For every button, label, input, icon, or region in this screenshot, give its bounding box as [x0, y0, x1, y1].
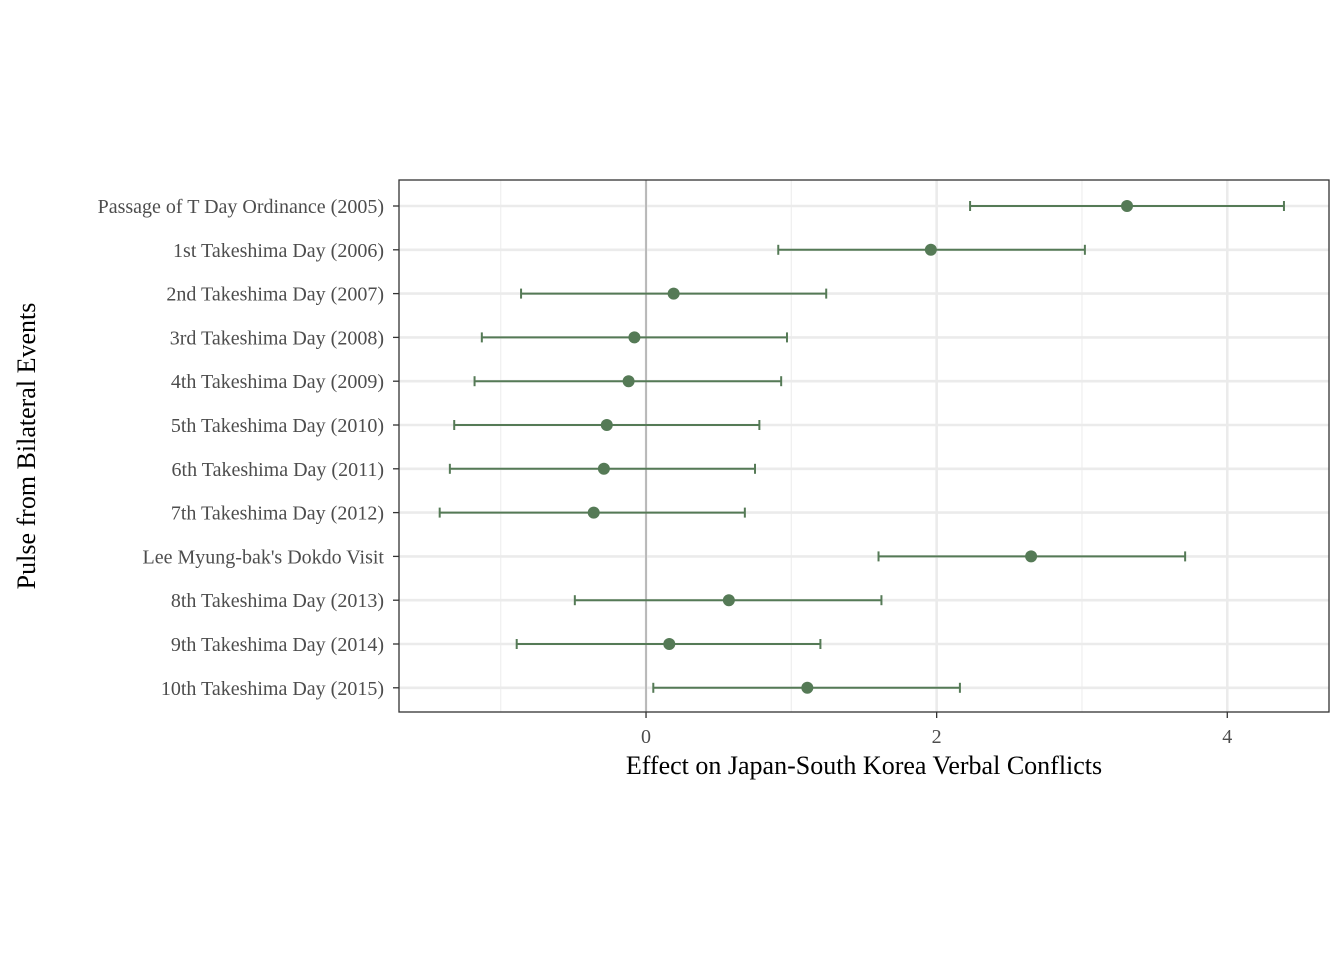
y-axis: Passage of T Day Ordinance (2005) 1st Tak… [98, 196, 399, 700]
y-tick-label: 4th Takeshima Day (2009) [171, 371, 384, 393]
y-tick-label: 8th Takeshima Day (2013) [171, 590, 384, 612]
y-tick-label: 5th Takeshima Day (2010) [171, 415, 384, 437]
plot-panel-border [398, 179, 1330, 713]
point-estimate [628, 331, 641, 344]
x-axis: 0 2 4 [641, 712, 1232, 748]
point-estimate [587, 506, 600, 519]
y-tick-label: 1st Takeshima Day (2006) [173, 240, 384, 262]
point-estimate [801, 681, 814, 694]
y-tick-label: 3rd Takeshima Day (2008) [170, 327, 384, 349]
point-estimate [622, 375, 635, 388]
y-tick-label: 6th Takeshima Day (2011) [172, 459, 384, 481]
point-estimate [667, 287, 680, 300]
x-axis-title: Effect on Japan-South Korea Verbal Confl… [626, 751, 1102, 780]
x-tick-label: 4 [1222, 726, 1232, 748]
x-tick-label: 0 [641, 726, 651, 748]
y-tick-label: 10th Takeshima Day (2015) [161, 678, 384, 700]
y-axis-title: Pulse from Bilateral Events [12, 303, 41, 590]
y-tick-label: 9th Takeshima Day (2014) [171, 634, 384, 656]
point-estimate [597, 462, 610, 475]
point-estimate [663, 638, 676, 650]
y-tick-label: Passage of T Day Ordinance (2005) [98, 196, 384, 218]
y-tick-label: 7th Takeshima Day (2012) [171, 503, 384, 525]
plot-panel-background [399, 180, 1329, 712]
point-estimate [1121, 200, 1134, 212]
point-estimate [722, 594, 735, 607]
y-tick-label: Lee Myung-bak's Dokdo Visit [143, 546, 385, 568]
point-estimate [600, 419, 613, 431]
point-estimate [1025, 550, 1038, 563]
point-estimate [924, 243, 937, 256]
x-tick-label: 2 [932, 726, 942, 748]
y-tick-label: 2nd Takeshima Day (2007) [166, 284, 384, 306]
point-estimates [587, 200, 1134, 694]
